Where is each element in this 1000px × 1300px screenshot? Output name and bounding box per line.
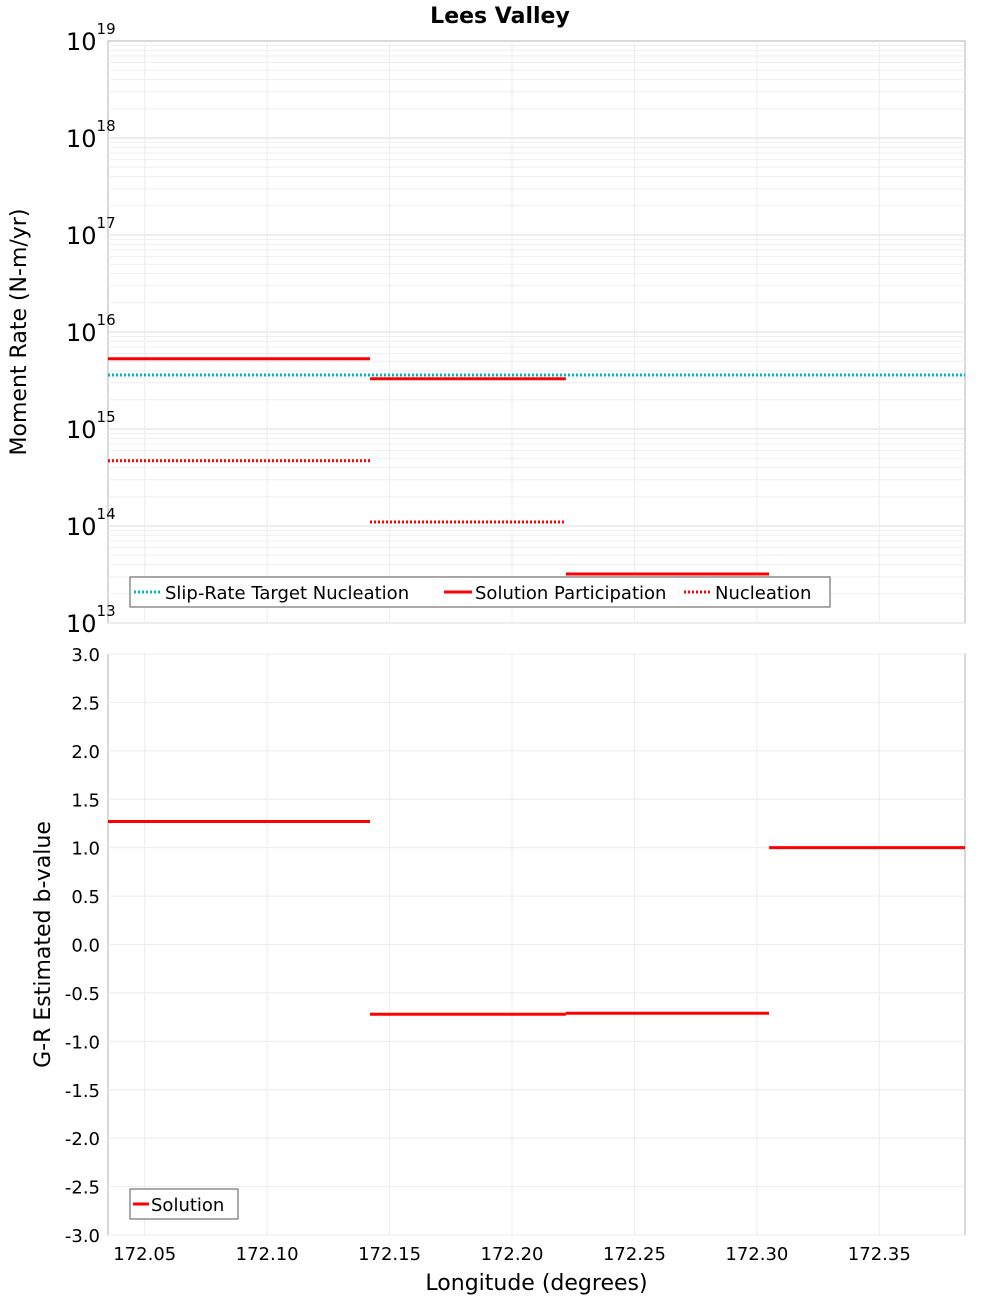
y-tick-label: -2.5 (65, 1178, 100, 1199)
y-tick-label: 0.5 (71, 887, 100, 908)
tick-exponent: 14 (97, 505, 116, 523)
legend-label: Slip-Rate Target Nucleation (165, 583, 409, 604)
x-tick-label: 172.05 (113, 1244, 176, 1265)
x-tick-label: 172.10 (236, 1244, 299, 1265)
x-tick-label: 172.20 (481, 1244, 544, 1265)
tick-base: 10 (66, 610, 97, 638)
y-tick-label: 1018 (66, 117, 116, 153)
y-tick-label: -0.5 (65, 984, 100, 1005)
legend-label: Nucleation (715, 583, 811, 604)
y-tick-label: 1016 (66, 311, 116, 347)
y-tick-label: 1014 (66, 505, 116, 541)
tick-base: 10 (66, 416, 97, 444)
tick-exponent: 18 (97, 117, 116, 135)
y-tick-label: -1.0 (65, 1032, 100, 1053)
y-tick-label: -1.5 (65, 1081, 100, 1102)
x-tick-label: 172.35 (848, 1244, 911, 1265)
y-axis-label: Moment Rate (N-m/yr) (7, 209, 32, 456)
y-tick-label: 1013 (66, 602, 116, 638)
tick-exponent: 19 (97, 20, 116, 38)
y-tick-label: -3.0 (65, 1226, 100, 1247)
y-axis-label: G-R Estimated b-value (31, 821, 56, 1068)
tick-exponent: 16 (97, 311, 116, 329)
x-tick-label: 172.15 (358, 1244, 421, 1265)
x-axis-label: Longitude (degrees) (425, 1271, 647, 1296)
tick-base: 10 (66, 319, 97, 347)
tick-base: 10 (66, 28, 97, 56)
y-tick-label: -2.0 (65, 1129, 100, 1150)
y-tick-label: 1.0 (71, 839, 100, 860)
x-tick-label: 172.25 (603, 1244, 666, 1265)
y-tick-label: 3.0 (71, 645, 100, 666)
y-tick-label: 1019 (66, 20, 116, 56)
y-tick-label: 1017 (66, 214, 116, 250)
legend-box (129, 576, 831, 608)
tick-exponent: 15 (97, 408, 116, 426)
x-tick-label: 172.30 (725, 1244, 788, 1265)
legend-label: Solution (151, 1195, 224, 1216)
tick-base: 10 (66, 125, 97, 153)
y-tick-label: 1.5 (71, 790, 100, 811)
legend-label: Solution Participation (475, 583, 666, 604)
y-tick-label: 2.5 (71, 693, 100, 714)
tick-base: 10 (66, 513, 97, 541)
tick-base: 10 (66, 222, 97, 250)
y-tick-label: 2.0 (71, 742, 100, 763)
y-tick-label: 0.0 (71, 936, 100, 957)
chart-title: Lees Valley (430, 4, 570, 29)
tick-exponent: 13 (97, 602, 116, 620)
b-value-plot: -3.0 -2.5 -2.0 -1.5 -1.0 -0.5 0.0 0.5 1.0 1.5 2.0 2… (31, 645, 966, 1296)
y-tick-label: 1015 (66, 408, 116, 444)
tick-exponent: 17 (97, 214, 116, 232)
